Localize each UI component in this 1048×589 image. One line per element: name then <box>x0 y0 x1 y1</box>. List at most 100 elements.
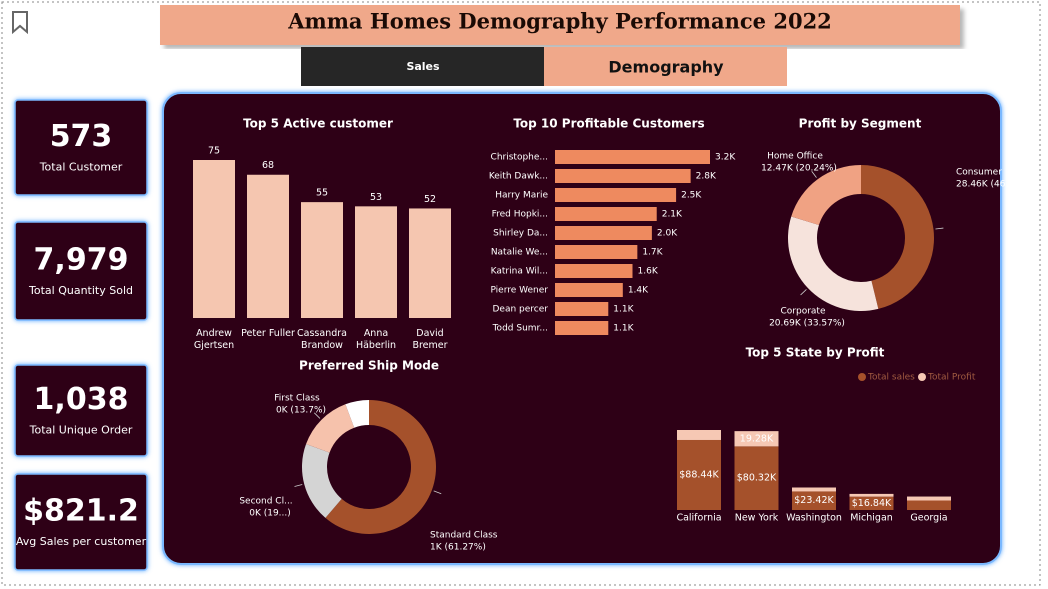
bar <box>555 226 652 240</box>
slice-value: 28.46K (46....) <box>956 180 1020 190</box>
bar <box>555 188 677 202</box>
bar <box>555 245 638 259</box>
slice <box>325 399 436 534</box>
slice <box>788 216 879 311</box>
leader-line <box>294 484 303 487</box>
bar-segment <box>792 491 836 510</box>
data-label: 1.7K <box>642 248 663 258</box>
bar-segment <box>907 500 951 510</box>
bar <box>555 207 657 221</box>
legend-label: Total Profit <box>927 373 976 383</box>
slice <box>345 400 369 428</box>
y-tick-label: Todd Sumr... <box>492 324 548 334</box>
slice-value: 20.69K (33.57%) <box>769 319 845 329</box>
x-tick-label: Peter Fuller <box>241 328 295 339</box>
bar <box>555 150 710 164</box>
chart-title: Top 5 Active customer <box>243 117 393 131</box>
y-tick-label: Dean percer <box>493 305 549 315</box>
x-tick-label: Georgia <box>910 513 947 524</box>
y-tick-label: Katrina Wil... <box>491 267 548 277</box>
data-label: 1.6K <box>638 267 659 277</box>
bar-segment <box>792 487 836 492</box>
slice-label: Standard Class <box>430 531 498 541</box>
bookmark-icon[interactable] <box>12 11 28 35</box>
y-tick-label: Pierre Wener <box>490 286 548 296</box>
slice-value: 0K (13.7%) <box>276 406 326 416</box>
kpi-value: $821.2 <box>23 494 139 529</box>
x-tick-label: California <box>676 513 721 524</box>
data-label: 55 <box>316 188 328 199</box>
kpi-value: 1,038 <box>34 382 129 417</box>
kpi-value: 573 <box>50 119 113 154</box>
data-label: $16.84K <box>852 498 892 509</box>
chart-title: Top 5 State by Profit <box>746 346 885 360</box>
slice-label: Home Office <box>767 152 823 162</box>
data-label: $88.44K <box>679 469 719 480</box>
data-label: 3.2K <box>715 153 736 163</box>
legend-marker <box>918 373 926 381</box>
slice <box>302 444 342 518</box>
kpi-card <box>14 364 148 457</box>
slice <box>306 404 355 453</box>
slice-value: 12.47K (20.24%) <box>761 164 837 174</box>
kpi-value: 7,979 <box>34 243 129 278</box>
x-tick-label: David Bremer <box>412 328 448 351</box>
data-label: 2.1K <box>662 210 683 220</box>
slice <box>791 165 861 226</box>
chart-title: Top 10 Profitable Customers <box>513 117 704 131</box>
y-tick-label: Shirley Da... <box>493 229 548 239</box>
y-tick-label: Fred Hopki... <box>492 210 548 220</box>
kpi-label: Total Unique Order <box>29 424 133 437</box>
tab-demography[interactable] <box>544 47 787 86</box>
bar <box>555 302 609 316</box>
bar-segment <box>849 496 894 510</box>
data-label: 2.0K <box>657 229 678 239</box>
data-label: 1.1K <box>613 324 634 334</box>
data-label: 53 <box>370 192 382 203</box>
data-label: 75 <box>208 146 220 157</box>
kpi-card <box>14 473 148 571</box>
x-tick-label: Anna Häberlin <box>355 328 397 351</box>
data-label: 19.28K <box>740 433 774 444</box>
data-label: $23.42K <box>794 495 834 506</box>
legend-label: Total sales <box>867 373 915 383</box>
chart-title: Profit by Segment <box>799 117 922 131</box>
bar <box>247 174 289 318</box>
leader-line <box>433 490 442 495</box>
kpi-label: Total Quantity Sold <box>28 284 133 297</box>
bar <box>555 169 691 183</box>
leader-line <box>800 289 807 296</box>
leader-line <box>935 227 944 230</box>
data-label: 52 <box>424 194 436 205</box>
y-tick-label: Keith Dawk... <box>489 172 548 182</box>
slice-label: First Class <box>274 394 320 404</box>
y-tick-label: Harry Marie <box>495 191 548 201</box>
x-tick-label: Andrew Gjertsen <box>193 328 235 351</box>
slice-label: Corporate <box>781 307 826 317</box>
data-label: 2.8K <box>696 172 717 182</box>
bar-segment <box>677 430 721 440</box>
bar-segment <box>677 439 721 510</box>
bar-segment <box>907 496 951 501</box>
leader-line <box>811 170 817 178</box>
legend-marker <box>858 373 866 381</box>
tab-label[interactable]: Sales <box>406 60 440 73</box>
bar <box>355 206 397 318</box>
bar <box>193 160 235 318</box>
tab-label[interactable]: Demography <box>608 58 724 77</box>
x-tick-label: Cassandra Brandow <box>297 328 347 351</box>
kpi-label: Avg Sales per customer <box>16 535 147 548</box>
x-tick-label: New York <box>735 513 779 524</box>
y-tick-label: Natalie We... <box>491 248 548 258</box>
tab-sales[interactable] <box>301 47 544 86</box>
data-label: $80.32K <box>737 473 777 484</box>
kpi-card <box>14 99 148 196</box>
bar-segment <box>849 493 894 497</box>
data-label: 68 <box>262 160 274 171</box>
title-banner <box>160 5 960 45</box>
slice-value: 0K (19...) <box>249 509 291 519</box>
bar <box>409 208 451 318</box>
